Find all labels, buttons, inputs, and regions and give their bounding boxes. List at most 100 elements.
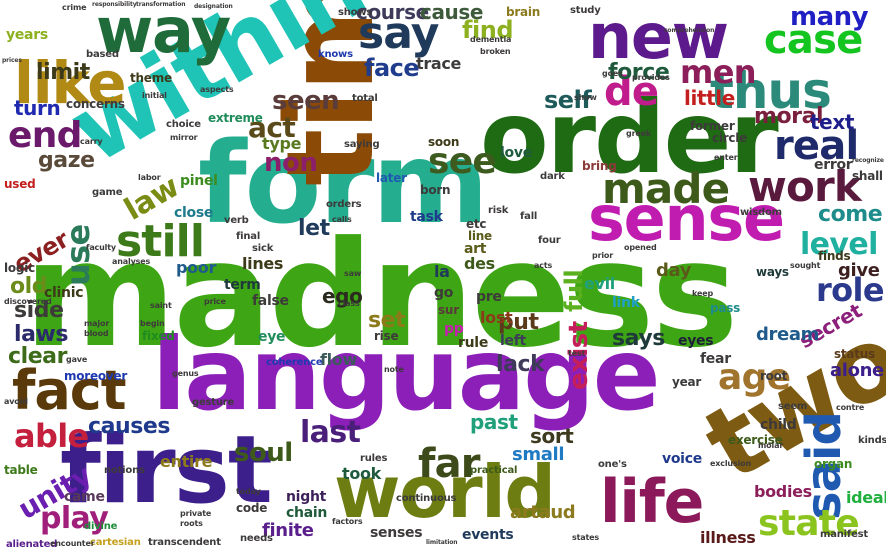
word-love: love xyxy=(500,145,532,161)
word-finds: finds xyxy=(818,249,851,263)
word-years: years xyxy=(6,27,48,43)
word-lines: lines xyxy=(242,254,284,273)
word-way: way xyxy=(96,0,231,67)
word-manifest: manifest xyxy=(820,529,868,540)
word-close: close xyxy=(174,205,214,221)
word-saw: saw xyxy=(344,269,362,278)
word-continuous: continuous xyxy=(396,493,457,504)
word-fall: fall xyxy=(520,211,538,222)
word-language: language xyxy=(152,316,661,433)
word-gaze: gaze xyxy=(38,148,95,173)
word-needs: needs xyxy=(240,533,273,544)
word-end: end xyxy=(8,115,82,156)
word-term: term xyxy=(224,277,261,293)
word-form: form xyxy=(198,119,489,249)
word-bring: bring xyxy=(582,159,617,173)
word-la: la xyxy=(434,262,450,281)
word-status: status xyxy=(834,347,875,361)
word-etc: etc xyxy=(466,217,487,231)
word-exclusion: exclusion xyxy=(710,459,752,468)
word-type: type xyxy=(262,134,302,153)
word-crime: crime xyxy=(62,3,87,12)
word-goes: goes xyxy=(602,69,623,78)
word-state: state xyxy=(758,503,860,544)
word-madness: madness xyxy=(24,210,738,380)
word-des: des xyxy=(464,254,495,273)
word-artaud: artaud xyxy=(510,502,576,523)
word-moreover: moreover xyxy=(64,369,128,383)
word-seen: seen xyxy=(272,86,340,116)
word-little: little xyxy=(684,86,735,110)
word-orders: orders xyxy=(326,199,362,210)
word-coherence: coherence xyxy=(266,357,323,368)
word-pre: pre xyxy=(476,289,502,305)
word-game: game xyxy=(92,187,123,198)
word-prices: prices xyxy=(2,57,22,64)
word-finite: finite xyxy=(262,520,314,541)
word-task: task xyxy=(410,209,443,225)
word-contre: contre xyxy=(836,403,865,412)
word-practical: practical xyxy=(470,465,518,476)
word-case: case xyxy=(764,17,863,63)
word-sought: sought xyxy=(790,261,821,270)
word-life: life xyxy=(600,467,704,537)
word-first: first xyxy=(60,416,273,525)
word-turn: turn xyxy=(14,96,61,120)
word-alienated: alienated xyxy=(6,539,58,550)
word-molar: molar xyxy=(758,441,784,450)
word-rules: rules xyxy=(360,453,388,464)
word-link: link xyxy=(612,295,640,311)
word-table: table xyxy=(4,463,38,477)
word-lost: lost xyxy=(480,308,513,327)
word-line: line xyxy=(468,229,492,243)
word-real: real xyxy=(774,123,859,169)
word-still: still xyxy=(116,216,205,267)
word-act: act xyxy=(248,111,296,144)
word-clear: clear xyxy=(8,344,67,369)
word-circle: circle xyxy=(712,131,748,145)
word-play: play xyxy=(40,501,109,536)
word-pass: pass xyxy=(710,301,741,315)
word-ideal: ideal xyxy=(846,488,886,507)
word-concerns: concerns xyxy=(66,97,125,111)
word-rule: rule xyxy=(458,335,489,351)
word-face: face xyxy=(364,54,420,82)
word-give: give xyxy=(838,260,880,281)
word-begin: begin xyxy=(140,319,165,328)
word-former: former xyxy=(690,119,735,133)
word-prior: prior xyxy=(592,251,614,260)
word-one's: one's xyxy=(598,459,627,470)
word-study: study xyxy=(570,5,601,16)
word-far: far xyxy=(418,441,481,487)
word-carry: carry xyxy=(80,137,103,146)
word-mirror: mirror xyxy=(170,133,198,142)
word-provides: provides xyxy=(632,73,670,82)
word-text: text xyxy=(810,110,854,134)
word-organ: organ xyxy=(814,457,853,471)
word-knows: knows xyxy=(318,49,353,60)
word-transformation: transformation xyxy=(136,1,186,8)
word-code: code xyxy=(236,501,268,515)
word-moral: moral xyxy=(754,104,824,129)
word-level: level xyxy=(800,227,878,262)
word-sense: sense xyxy=(588,182,785,255)
word-say: say xyxy=(358,8,439,59)
word-avoid: avoid xyxy=(4,397,28,406)
word-dark: dark xyxy=(540,171,565,182)
word-last: last xyxy=(300,415,361,450)
word-sick: sick xyxy=(252,243,274,254)
word-discovered: discovered xyxy=(4,297,52,306)
word-self: self xyxy=(544,86,592,114)
word-voice: voice xyxy=(662,451,702,467)
word-bodies: bodies xyxy=(754,482,812,501)
word-flow: flow xyxy=(320,350,357,369)
word-logic: logic xyxy=(4,261,35,275)
word-use: use xyxy=(59,224,97,286)
word-today: today xyxy=(236,487,261,496)
word-theme: theme xyxy=(130,71,172,85)
word-dementia: dementia xyxy=(470,35,512,44)
word-blood: blood xyxy=(84,329,109,338)
word-recognize: recognize xyxy=(852,157,884,164)
word-causes: causes xyxy=(88,414,171,439)
word-small: small xyxy=(512,444,565,465)
